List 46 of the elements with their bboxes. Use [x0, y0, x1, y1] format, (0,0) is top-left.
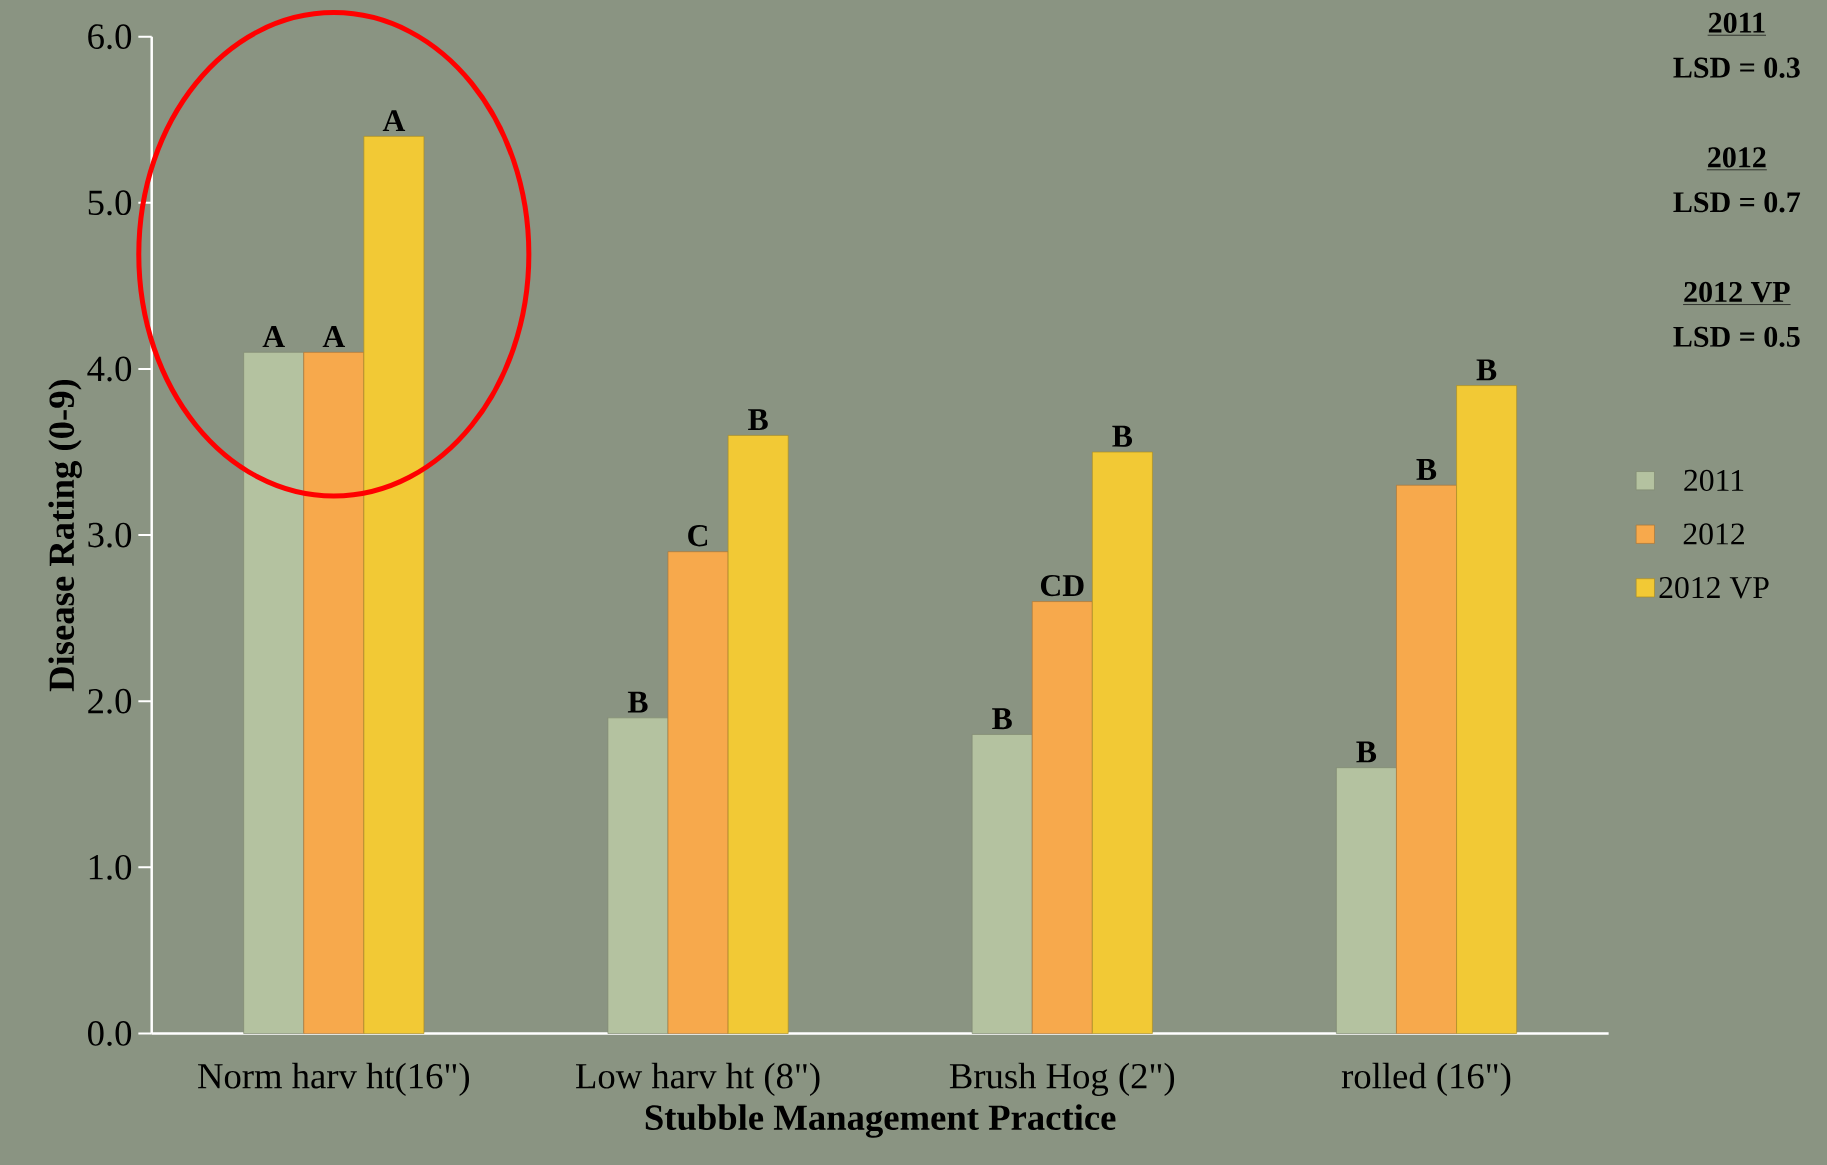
data-label: B: [1416, 459, 1437, 480]
bar: [971, 734, 1033, 1034]
bar: [1456, 385, 1517, 1034]
bar: [363, 135, 425, 1034]
data-label: C: [688, 525, 708, 547]
data-label: B: [1356, 741, 1377, 763]
y-axis-title: Disease Rating (0-9): [48, 379, 82, 692]
data-label: CD: [1040, 574, 1084, 597]
y-tick-label: 0.0: [88, 1020, 132, 1046]
bar: [667, 551, 729, 1034]
data-label: B: [1112, 425, 1133, 447]
bar: [243, 351, 305, 1034]
x-tick-label: Norm harv ht(16"): [198, 1062, 470, 1096]
legend-label: 2011: [1684, 469, 1744, 492]
bar: [1336, 767, 1397, 1034]
legend-label: 2012: [1683, 523, 1744, 545]
y-tick-label: 6.0: [88, 24, 132, 50]
bar: [1091, 451, 1153, 1034]
bar: [1396, 484, 1457, 1034]
legend-label: 2012 VP: [1659, 576, 1769, 599]
data-label: B: [748, 409, 768, 430]
y-tick-label: 3.0: [88, 522, 132, 548]
y-tick-label: 4.0: [87, 356, 132, 382]
bar: [607, 717, 669, 1034]
y-tick-label: 2.0: [88, 688, 132, 714]
y-tick-label: 1.0: [89, 854, 132, 880]
text: 2012 VP: [1684, 281, 1790, 303]
text: LSD = 0.5: [1673, 326, 1800, 347]
bar: [303, 351, 365, 1034]
text: LSD = 0.3: [1673, 57, 1800, 78]
y-tick-label: 5.0: [88, 190, 132, 216]
data-label: A: [322, 326, 346, 347]
data-label: B: [627, 691, 648, 713]
x-axis-title: Stubble Management Practice: [645, 1104, 1116, 1138]
x-tick-label: Low harv ht (8"): [576, 1062, 820, 1096]
x-tick-label: Brush Hog (2"): [949, 1062, 1175, 1097]
x-tick-label: rolled (16"): [1341, 1062, 1511, 1096]
text: 2011: [1708, 12, 1765, 33]
bar: [1031, 601, 1093, 1034]
data-label: B: [992, 708, 1012, 730]
text: 2012: [1708, 147, 1766, 168]
data-label: B: [1476, 359, 1497, 381]
text: LSD = 0.7: [1673, 191, 1801, 213]
data-label: A: [262, 326, 285, 347]
bar: [727, 434, 789, 1034]
data-label: A: [382, 110, 406, 131]
